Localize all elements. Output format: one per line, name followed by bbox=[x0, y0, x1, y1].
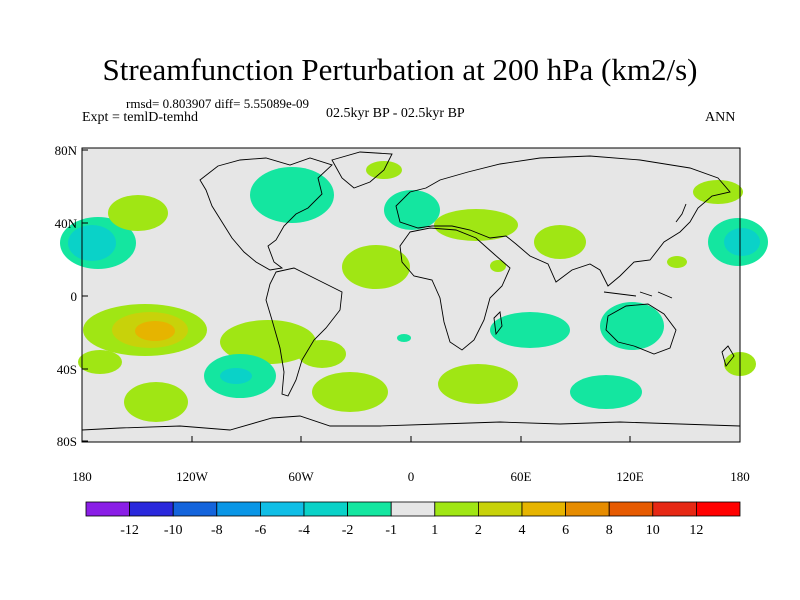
contour-region bbox=[250, 167, 334, 223]
colorbar-box bbox=[172, 501, 218, 517]
lat-label: 40S bbox=[57, 362, 77, 377]
colorbar bbox=[85, 501, 741, 517]
coastline-madagascar bbox=[493, 311, 503, 336]
coastline-eurasia bbox=[395, 155, 731, 287]
contour-region bbox=[312, 372, 388, 412]
coastline-africa bbox=[399, 227, 511, 351]
map-title: Streamfunction Perturbation at 200 hPa (… bbox=[102, 52, 698, 87]
coastline-new-zealand bbox=[721, 345, 735, 367]
colorbar-box bbox=[85, 501, 130, 517]
colorbar-box bbox=[652, 501, 697, 517]
contour-region bbox=[108, 195, 168, 231]
lon-label: 60W bbox=[288, 469, 314, 484]
contour-region bbox=[68, 225, 116, 261]
contour-region bbox=[724, 228, 760, 256]
contour-region bbox=[397, 334, 411, 342]
coastlines bbox=[81, 151, 741, 431]
coastline-south-america bbox=[265, 267, 343, 397]
colorbar-label: -1 bbox=[385, 523, 397, 538]
coastline-australia bbox=[605, 303, 677, 355]
contour-region bbox=[490, 260, 506, 272]
lon-label: 120E bbox=[616, 469, 644, 484]
colorbar-box bbox=[434, 501, 479, 517]
colorbar-label: 4 bbox=[519, 523, 526, 538]
colorbar-box bbox=[129, 501, 174, 517]
colorbar-box bbox=[303, 501, 348, 517]
season-label: ANN bbox=[705, 110, 736, 125]
lat-label: 40N bbox=[55, 216, 78, 231]
contour-region bbox=[434, 209, 518, 241]
contour-region bbox=[135, 321, 175, 341]
coastline-north-america bbox=[199, 157, 333, 271]
period-label: 02.5kyr BP - 02.5kyr BP bbox=[326, 106, 465, 121]
lon-label: 180 bbox=[730, 469, 750, 484]
colorbar-box bbox=[608, 501, 654, 517]
contour-region bbox=[342, 245, 410, 289]
colorbar-label: 6 bbox=[562, 523, 569, 538]
contour-region bbox=[667, 256, 687, 268]
contour-region bbox=[570, 375, 642, 409]
colorbar-box bbox=[477, 501, 523, 517]
colorbar-label: -10 bbox=[164, 523, 183, 538]
colorbar-label: 2 bbox=[475, 523, 482, 538]
lon-label: 60E bbox=[511, 469, 532, 484]
lon-label: 120W bbox=[176, 469, 209, 484]
contour-region bbox=[600, 302, 664, 350]
colorbar-label: -6 bbox=[255, 523, 267, 538]
colorbar-label: -12 bbox=[120, 523, 139, 538]
contour-region bbox=[384, 190, 440, 230]
lat-label: 0 bbox=[71, 289, 78, 304]
colorbar-box bbox=[696, 501, 741, 517]
coastline-greenland bbox=[331, 151, 393, 189]
coastline-islands bbox=[603, 291, 673, 299]
colorbar-box bbox=[521, 501, 566, 517]
colorbar-label: -4 bbox=[298, 523, 310, 538]
contour-region bbox=[693, 180, 743, 204]
contour-region bbox=[220, 368, 252, 384]
colorbar-label: -2 bbox=[342, 523, 354, 538]
contour-region bbox=[438, 364, 518, 404]
colorbar-label: 8 bbox=[606, 523, 613, 538]
axis-ticks bbox=[81, 149, 741, 442]
lat-label: 80N bbox=[55, 143, 78, 158]
stats-text: rmsd= 0.803907 diff= 5.55089e-09 bbox=[126, 96, 310, 111]
coastline-antarctica bbox=[81, 415, 741, 431]
experiment-label: Expt = temlD-temhd bbox=[82, 110, 198, 125]
contour-region bbox=[490, 312, 570, 348]
lon-label: 180 bbox=[72, 469, 92, 484]
coastline-japan bbox=[675, 203, 687, 223]
contour-region bbox=[78, 350, 122, 374]
lon-label: 0 bbox=[408, 469, 415, 484]
colorbar-label: -8 bbox=[211, 523, 223, 538]
lat-label: 80S bbox=[57, 434, 77, 449]
colorbar-label: 10 bbox=[646, 523, 660, 538]
colorbar-label: 1 bbox=[431, 523, 438, 538]
colorbar-box bbox=[216, 501, 261, 517]
contour-fills bbox=[60, 161, 768, 422]
contour-region bbox=[124, 382, 188, 422]
colorbar-box bbox=[565, 501, 610, 517]
contour-region bbox=[220, 320, 316, 364]
colorbar-box bbox=[347, 501, 392, 517]
colorbar-box bbox=[259, 501, 305, 517]
contour-region bbox=[534, 225, 586, 259]
colorbar-box bbox=[390, 501, 436, 517]
colorbar-label: 12 bbox=[689, 523, 703, 538]
